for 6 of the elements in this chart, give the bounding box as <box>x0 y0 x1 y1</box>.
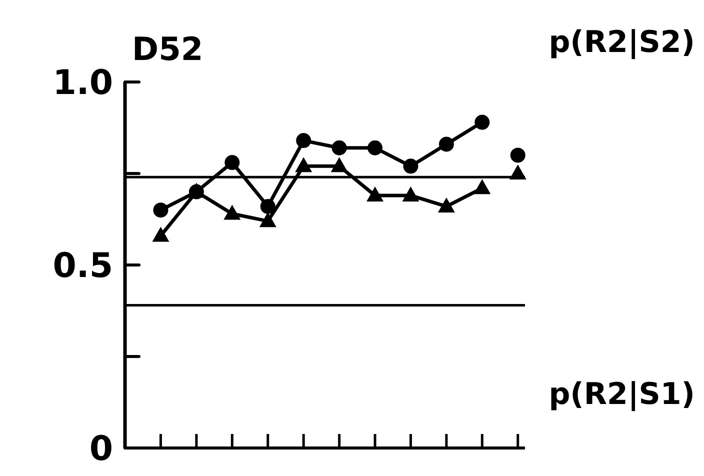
y-tick-label: 1.0 <box>52 62 113 103</box>
y-tick-label: 0.5 <box>52 246 113 286</box>
y-tick-label: 0 <box>89 428 113 469</box>
text: p(R2|S1) <box>548 377 695 412</box>
text: p(R2|S2) <box>548 25 695 60</box>
chart-title: D52 <box>132 30 204 68</box>
